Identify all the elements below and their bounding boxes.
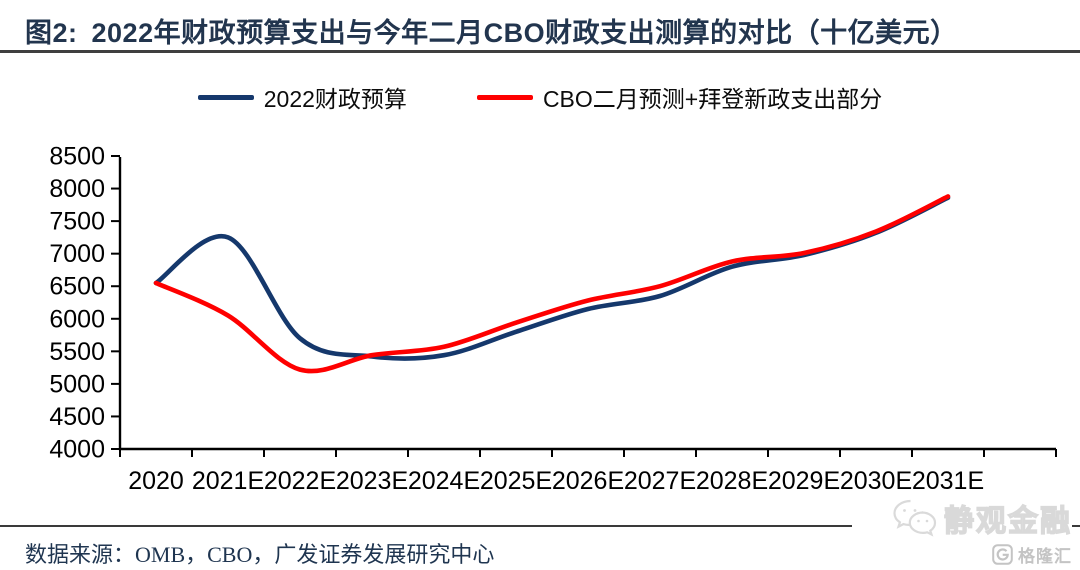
- brand-watermark-row: 格隆汇: [852, 542, 1072, 566]
- axis-lines: [118, 157, 1056, 451]
- budget-line-swatch: [197, 94, 254, 100]
- x-tick-label: 2025E: [480, 467, 552, 495]
- x-tick-label: 2030E: [840, 467, 912, 495]
- legend-item-budget: 2022财政预算: [197, 80, 407, 114]
- y-tick-label: 5000: [49, 370, 105, 398]
- x-tick-label: 2026E: [552, 467, 624, 495]
- x-tick-label: 2022E: [264, 467, 336, 495]
- y-tick-label: 8000: [49, 175, 105, 203]
- y-tick-label: 5500: [49, 338, 105, 366]
- wechat-account-name: 静观金融: [943, 504, 1072, 538]
- y-tick-label: 7000: [49, 240, 105, 268]
- x-tick-label: 2028E: [696, 467, 768, 495]
- chart-legend: 2022财政预算 CBO二月预测+拜登新政支出部分: [0, 82, 1080, 112]
- y-tick-label: 6000: [49, 305, 105, 333]
- figure-title: 图2: 2022年财政预算支出与今年二月CBO财政支出测算的对比（十亿美元）: [25, 11, 1065, 50]
- figure-title-text: 2022年财政预算支出与今年二月CBO财政支出测算的对比（十亿美元）: [91, 18, 958, 48]
- brand-name: 格隆汇: [1018, 546, 1072, 566]
- y-tick-label: 7500: [49, 208, 105, 236]
- legend-label-cbo: CBO二月预测+拜登新政支出部分: [542, 86, 883, 112]
- legend-label-budget: 2022财政预算: [263, 86, 407, 112]
- x-tick-label: 2023E: [336, 467, 408, 495]
- x-tick-label: 2027E: [624, 467, 696, 495]
- y-tick-label: 6500: [49, 273, 105, 301]
- x-tick-label: 2024E: [408, 467, 480, 495]
- watermark: 静观金融 格隆汇: [852, 496, 1072, 568]
- title-divider: [0, 50, 1080, 53]
- series-line-0: [153, 195, 951, 361]
- x-tick-label: 2020: [128, 467, 184, 495]
- y-tick-label: 4000: [49, 436, 105, 464]
- x-tick-label: 2029E: [768, 467, 840, 495]
- y-tick-label: 4500: [49, 403, 105, 431]
- data-source-note: 数据来源：OMB，CBO，广发证券发展研究中心: [25, 542, 495, 567]
- footer-divider: [0, 525, 1080, 527]
- figure-number-label: 图2:: [25, 18, 78, 48]
- wechat-watermark-row: 静观金融: [852, 496, 1072, 540]
- legend-item-cbo: CBO二月预测+拜登新政支出部分: [476, 80, 883, 114]
- x-tick-label: 2031E: [912, 467, 984, 495]
- gelonghui-logo: [992, 543, 1013, 565]
- cbo-line-swatch: [476, 94, 533, 100]
- x-tick-label: 2021E: [192, 467, 264, 495]
- y-tick-label: 8500: [49, 143, 105, 171]
- series-line-1: [153, 194, 951, 374]
- wechat-icon: [893, 499, 937, 537]
